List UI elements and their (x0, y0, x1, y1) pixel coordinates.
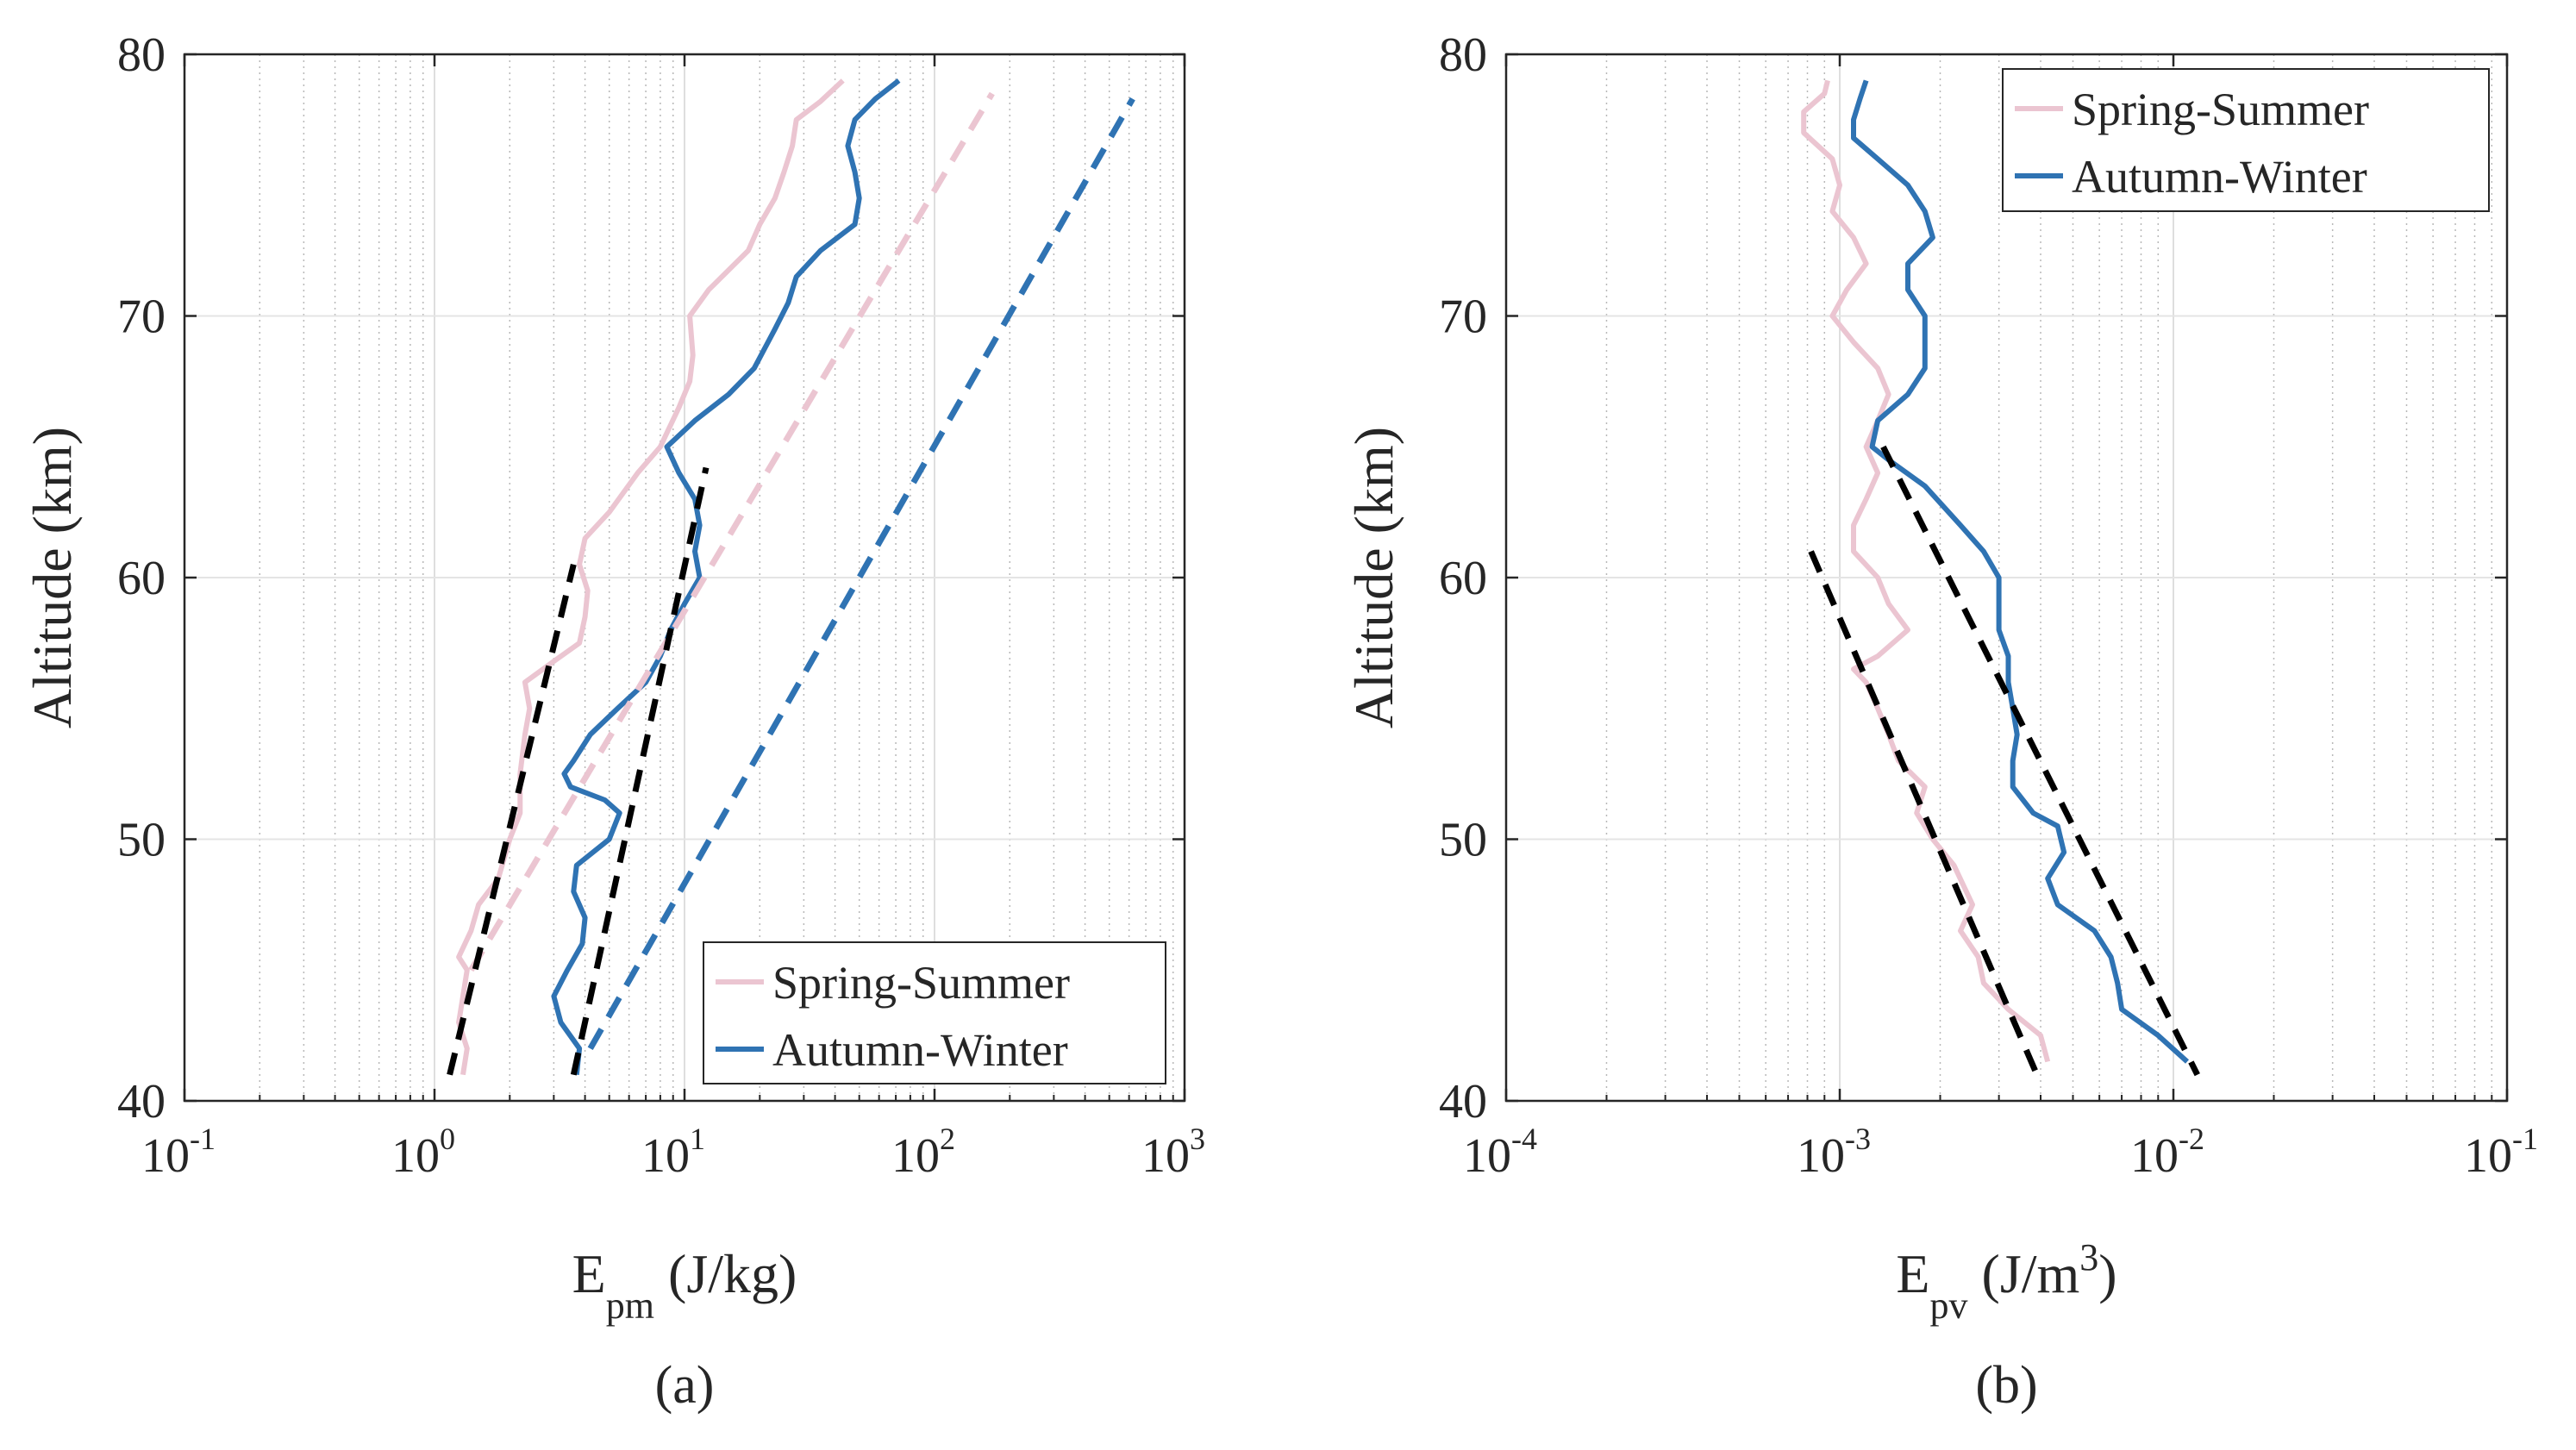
panel-caption: (b) (1975, 1356, 2037, 1415)
x-tick-exponent: -1 (190, 1122, 216, 1156)
x-tick-exponent: 3 (1190, 1122, 1205, 1156)
x-tick-base: 10 (2130, 1129, 2179, 1183)
legend-box (2002, 68, 2490, 212)
legend-label: Autumn-Winter (772, 1024, 1068, 1076)
series-line-spring-summer (1801, 79, 2051, 1063)
x-tick-label: 10 -1 (2464, 1122, 2538, 1183)
series-line-autumn-winter-fit (587, 97, 1135, 1051)
series-line-autumn-winter-piecewise-fit (1880, 445, 2200, 1077)
x-axis-label-subscript: pm (606, 1284, 654, 1327)
legend-label: Autumn-Winter (2072, 151, 2367, 203)
y-tick-label: 40 (117, 1075, 166, 1128)
x-tick-label: 10 -3 (1797, 1122, 1871, 1183)
x-tick-exponent: -1 (2512, 1122, 2538, 1156)
x-tick-base: 10 (2464, 1129, 2512, 1183)
legend: Spring-Summer Autumn-Winter (703, 941, 1166, 1084)
x-axis-label: Epv (J/m3) (1896, 1236, 2116, 1327)
panel-caption: (a) (655, 1356, 715, 1415)
y-tick-label: 70 (117, 291, 166, 344)
x-tick-base: 10 (641, 1129, 690, 1183)
x-tick-base: 10 (391, 1129, 440, 1183)
series-group (1801, 79, 2200, 1077)
x-axis-label-main: E (1896, 1243, 1929, 1304)
y-tick-label: 80 (117, 28, 166, 82)
x-axis-label-unit-end: ) (2098, 1243, 2116, 1304)
series-line-spring-summer-piecewise-fit (1808, 550, 2040, 1077)
x-axis-label-subscript: pv (1930, 1284, 1968, 1327)
x-tick-label: 10 3 (1141, 1122, 1205, 1183)
x-tick-base: 10 (141, 1129, 190, 1183)
series-group (447, 78, 1135, 1076)
y-tick-label: 50 (1439, 814, 1487, 867)
x-tick-exponent: -3 (1845, 1122, 1871, 1156)
x-axis-label-unit: (J/kg) (654, 1243, 797, 1304)
x-tick-label: 10 2 (891, 1122, 955, 1183)
series-line-autumn-winter-piecewise-fit (570, 466, 710, 1076)
x-tick-exponent: 0 (440, 1122, 455, 1156)
series-line-autumn-winter (551, 78, 901, 1076)
series-line-spring-summer (456, 78, 845, 1076)
y-tick-label: 70 (1439, 291, 1487, 344)
y-tick-label: 50 (117, 814, 166, 867)
x-tick-exponent: -2 (2179, 1122, 2204, 1156)
x-axis-label-unit: (J/m (1968, 1243, 2080, 1304)
x-tick-label: 10 0 (391, 1122, 455, 1183)
series-line-spring-summer-piecewise-fit (447, 563, 577, 1076)
x-tick-base: 10 (891, 1129, 940, 1183)
x-axis-label-superscript: 3 (2079, 1236, 2098, 1278)
x-tick-exponent: -4 (1511, 1122, 1537, 1156)
y-axis-label: Altitude (km) (1343, 427, 1404, 728)
series-line-spring-summer-fit (468, 91, 995, 972)
legend-label: Spring-Summer (772, 957, 1070, 1009)
x-tick-label: 10 -4 (1463, 1122, 1537, 1183)
legend-label: Spring-Summer (2072, 84, 2369, 135)
x-tick-base: 10 (1141, 1129, 1190, 1183)
y-tick-label: 60 (117, 552, 166, 605)
legend-box (703, 941, 1166, 1084)
x-tick-base: 10 (1463, 1129, 1511, 1183)
legend: Spring-Summer Autumn-Winter (2002, 68, 2490, 212)
y-tick-label: 60 (1439, 552, 1487, 605)
x-tick-base: 10 (1797, 1129, 1845, 1183)
x-tick-label: 10 1 (641, 1122, 705, 1183)
series-line-autumn-winter (1851, 79, 2190, 1064)
x-tick-exponent: 1 (690, 1122, 705, 1156)
x-axis-label: Epm (J/kg) (572, 1243, 797, 1327)
x-tick-label: 10 -1 (141, 1122, 216, 1183)
x-tick-label: 10 -2 (2130, 1122, 2204, 1183)
y-tick-label: 40 (1439, 1075, 1487, 1128)
x-axis-label-main: E (572, 1243, 606, 1304)
y-tick-label: 80 (1439, 28, 1487, 82)
y-axis-label: Altitude (km) (22, 427, 83, 728)
x-tick-exponent: 2 (940, 1122, 955, 1156)
